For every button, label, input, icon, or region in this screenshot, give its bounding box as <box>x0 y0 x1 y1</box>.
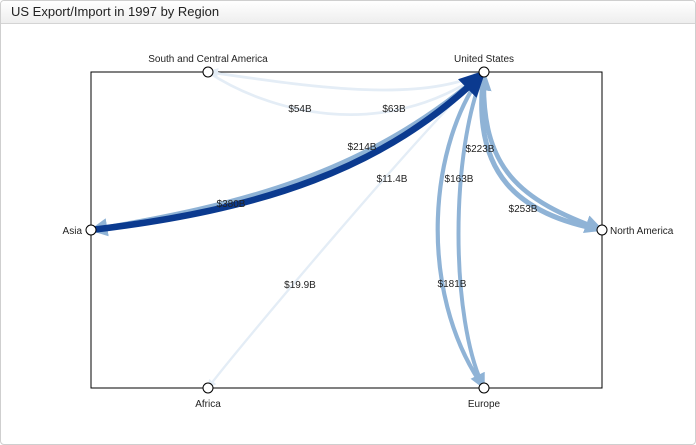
flow-edge-us-to-africa <box>206 70 486 390</box>
node-label-africa: Africa <box>195 399 221 410</box>
edge-label-us-to-europe: $163B <box>445 174 474 185</box>
edge-label-us-to-asia: $214B <box>348 142 377 153</box>
flow-edge-europe-to-us <box>435 69 487 391</box>
panel-header: US Export/Import in 1997 by Region <box>1 1 695 24</box>
flow-edge-sca-to-us <box>206 70 486 116</box>
flow-edge-us-to-na <box>481 69 605 233</box>
edge-label-us-to-africa: $19.9B <box>284 280 316 291</box>
edge-label-europe-to-us: $181B <box>438 279 467 290</box>
node-europe[interactable] <box>478 382 490 394</box>
diagram-frame <box>90 71 603 389</box>
edge-labels-group: $54B $63B $214B $380B $11.4B $19.9B $223B $253B… <box>217 104 538 291</box>
flow-edge-us-to-asia <box>88 69 487 237</box>
node-label-us: United States <box>454 54 514 65</box>
node-asia[interactable] <box>85 224 97 236</box>
node-sca[interactable] <box>202 66 214 78</box>
edges-group <box>87 67 605 391</box>
edge-label-us-to-na: $223B <box>466 144 495 155</box>
nodes-group: United States South and Central America As… <box>63 54 674 410</box>
node-label-asia: Asia <box>63 226 83 237</box>
panel-title: US Export/Import in 1997 by Region <box>11 4 220 19</box>
edge-label-africa-to-us: $11.4B <box>377 174 408 185</box>
flow-edge-na-to-us <box>471 69 605 233</box>
flow-edge-us-to-sca <box>206 67 486 92</box>
flow-edge-us-to-europe <box>456 70 486 390</box>
edge-label-asia-to-us: $380B <box>217 199 246 210</box>
flow-edge-asia-to-us <box>87 68 488 234</box>
node-label-sca: South and Central America <box>148 54 268 65</box>
flow-edge-africa-to-us <box>206 70 486 390</box>
node-label-europe: Europe <box>468 399 501 410</box>
node-africa[interactable] <box>202 382 214 394</box>
node-na[interactable] <box>596 224 608 236</box>
edge-label-sca-to-us: $54B <box>288 104 312 115</box>
node-label-na: North America <box>610 226 674 237</box>
node-us[interactable] <box>478 66 490 78</box>
edge-label-us-to-sca: $63B <box>382 104 406 115</box>
edge-label-na-to-us: $253B <box>509 204 538 215</box>
